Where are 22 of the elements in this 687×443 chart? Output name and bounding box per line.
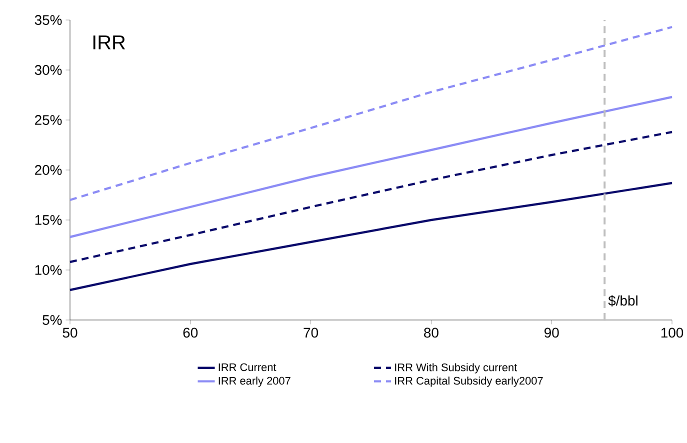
- legend-label: IRR early 2007: [218, 376, 290, 387]
- y-tick-label: 10%: [35, 265, 62, 275]
- y-tick-label: 25%: [35, 115, 62, 125]
- legend-label: IRR Capital Subsidy early2007: [395, 376, 543, 387]
- x-tick-label: 80: [424, 328, 438, 338]
- line-series: [68, 26, 674, 202]
- y-tick-label: 20%: [35, 165, 62, 175]
- text: IRR: [93, 36, 125, 50]
- legend-label: IRR With Subsidy current: [395, 363, 518, 374]
- x-tick-label: 90: [544, 328, 559, 338]
- legend-label: IRR Current: [218, 363, 276, 372]
- x-tick-label: 70: [304, 328, 318, 338]
- line-series: [68, 182, 674, 292]
- y-tick-label: 35%: [34, 15, 62, 25]
- x-tick-label: 60: [183, 328, 198, 338]
- line-series: [68, 130, 674, 264]
- y-tick-label: 5%: [42, 315, 62, 325]
- y-tick-label: 15%: [35, 215, 62, 225]
- x-tick-label: 50: [62, 328, 78, 338]
- x-tick-label: 100: [661, 328, 684, 338]
- ref-line-label: $/bbl: [608, 295, 638, 306]
- y-tick-label: 30%: [34, 65, 62, 75]
